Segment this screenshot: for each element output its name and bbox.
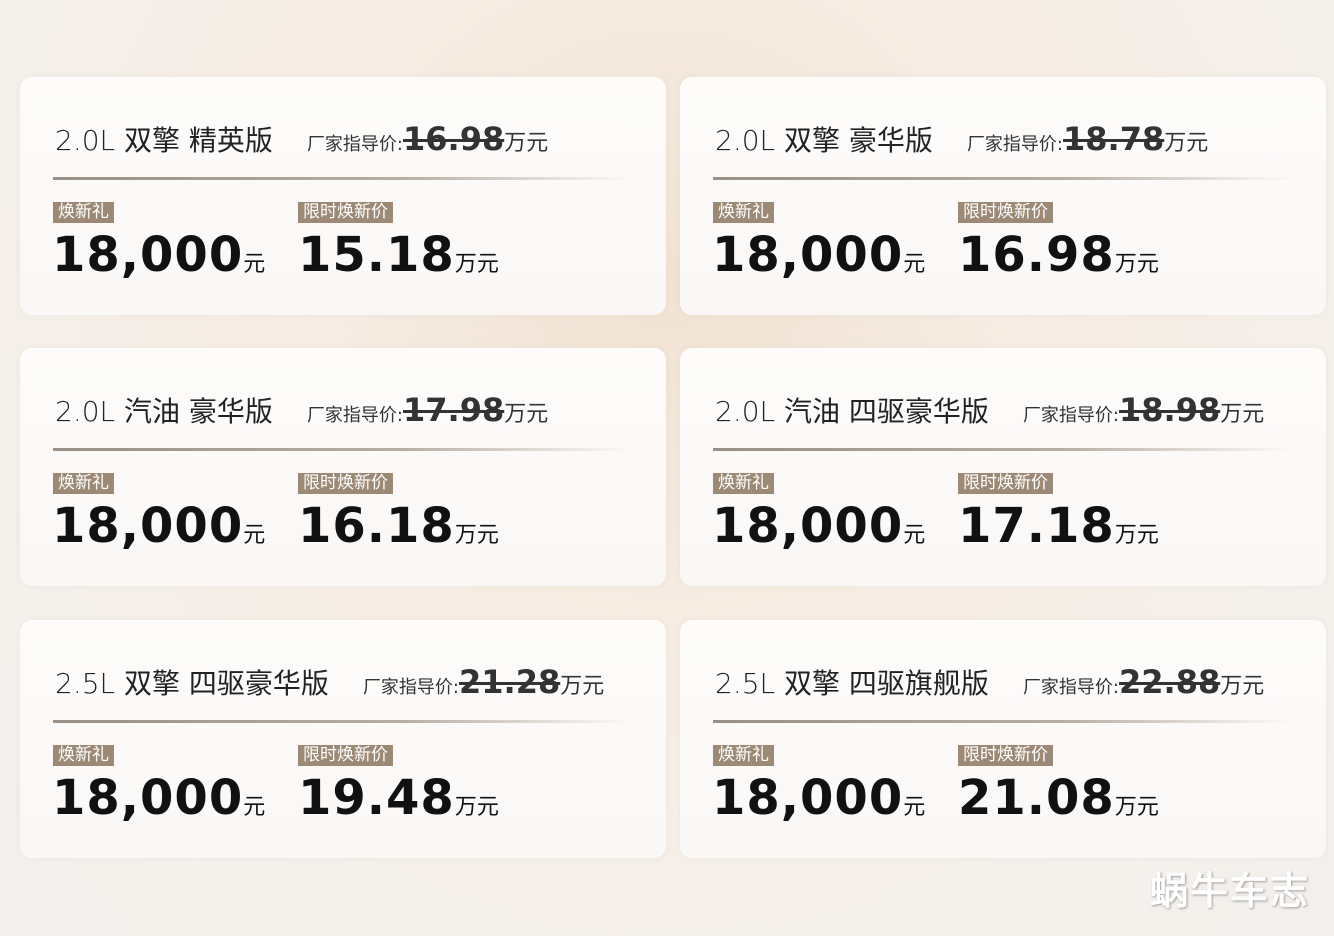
limited-price-value: 15.18: [298, 227, 455, 283]
msrp-label: 厂家指导价:: [306, 134, 404, 155]
gift-badge: 焕新礼: [53, 473, 114, 494]
limited-price-unit: 万元: [1114, 252, 1159, 277]
msrp-unit: 万元: [560, 674, 605, 699]
limited-price-badge: 限时焕新价: [958, 745, 1053, 766]
limited-price-unit: 万元: [1114, 523, 1159, 548]
limited-price: 21.08万元: [958, 770, 1159, 826]
gift-unit: 元: [903, 795, 926, 820]
msrp-unit: 万元: [504, 402, 549, 427]
limited-price: 17.18万元: [958, 498, 1159, 554]
limited-price-badge: 限时焕新价: [298, 473, 393, 494]
msrp-label: 厂家指导价:: [966, 134, 1064, 155]
price-card: 2.5L 双擎 四驱旗舰版 厂家指导价: 22.88 万元 焕新礼 18,000…: [680, 620, 1326, 858]
limited-price: 19.48万元: [298, 770, 499, 826]
gift-amount: 18,000元: [712, 227, 925, 283]
gift-amount: 18,000元: [52, 770, 265, 826]
divider: [713, 177, 1293, 180]
msrp-unit: 万元: [1220, 402, 1265, 427]
limited-price-unit: 万元: [1114, 795, 1159, 820]
gift-badge: 焕新礼: [713, 745, 774, 766]
gift-amount: 18,000元: [52, 227, 265, 283]
msrp-label: 厂家指导价:: [1022, 677, 1120, 698]
gift-value: 18,000: [52, 498, 244, 554]
price-card: 2.5L 双擎 四驱豪华版 厂家指导价: 21.28 万元 焕新礼 18,000…: [20, 620, 666, 858]
card-header: 2.0L 汽油 豪华版 厂家指导价: 17.98 万元: [55, 390, 548, 430]
trim-title: 2.0L 汽油 豪华版: [55, 395, 273, 428]
limited-price-value: 21.08: [958, 770, 1115, 826]
gift-badge: 焕新礼: [53, 745, 114, 766]
divider: [713, 448, 1293, 451]
msrp-label: 厂家指导价:: [362, 677, 460, 698]
limited-price-value: 17.18: [958, 498, 1115, 554]
gift-unit: 元: [903, 523, 926, 548]
msrp-value: 17.98: [403, 391, 505, 429]
msrp-label: 厂家指导价:: [1022, 405, 1120, 426]
price-card: 2.0L 双擎 精英版 厂家指导价: 16.98 万元 焕新礼 18,000元 …: [20, 77, 666, 315]
divider: [53, 448, 633, 451]
gift-value: 18,000: [712, 770, 904, 826]
limited-price-value: 16.18: [298, 498, 455, 554]
msrp-label: 厂家指导价:: [306, 405, 404, 426]
gift-amount: 18,000元: [712, 770, 925, 826]
limited-price-unit: 万元: [454, 523, 499, 548]
price-card: 2.0L 双擎 豪华版 厂家指导价: 18.78 万元 焕新礼 18,000元 …: [680, 77, 1326, 315]
limited-price-badge: 限时焕新价: [958, 202, 1053, 223]
trim-title: 2.0L 汽油 四驱豪华版: [715, 395, 989, 428]
limited-price-badge: 限时焕新价: [958, 473, 1053, 494]
divider: [713, 720, 1293, 723]
limited-price: 16.98万元: [958, 227, 1159, 283]
gift-unit: 元: [903, 252, 926, 277]
gift-badge: 焕新礼: [713, 473, 774, 494]
limited-price-unit: 万元: [454, 252, 499, 277]
divider: [53, 177, 633, 180]
watermark-logo: 蜗牛车志: [1149, 869, 1310, 913]
trim-title: 2.0L 双擎 豪华版: [715, 124, 933, 157]
limited-price: 16.18万元: [298, 498, 499, 554]
card-header: 2.5L 双擎 四驱豪华版 厂家指导价: 21.28 万元: [55, 662, 604, 702]
gift-value: 18,000: [712, 498, 904, 554]
gift-value: 18,000: [52, 770, 244, 826]
gift-badge: 焕新礼: [713, 202, 774, 223]
card-header: 2.0L 双擎 精英版 厂家指导价: 16.98 万元: [55, 119, 548, 159]
gift-unit: 元: [243, 523, 266, 548]
gift-amount: 18,000元: [52, 498, 265, 554]
limited-price: 15.18万元: [298, 227, 499, 283]
gift-unit: 元: [243, 252, 266, 277]
gift-badge: 焕新礼: [53, 202, 114, 223]
trim-title: 2.0L 双擎 精英版: [55, 124, 273, 157]
card-header: 2.0L 双擎 豪华版 厂家指导价: 18.78 万元: [715, 119, 1208, 159]
limited-price-badge: 限时焕新价: [298, 202, 393, 223]
limited-price-badge: 限时焕新价: [298, 745, 393, 766]
limited-price-unit: 万元: [454, 795, 499, 820]
msrp-value: 21.28: [459, 663, 561, 701]
gift-amount: 18,000元: [712, 498, 925, 554]
msrp-unit: 万元: [504, 131, 549, 156]
card-header: 2.5L 双擎 四驱旗舰版 厂家指导价: 22.88 万元: [715, 662, 1264, 702]
msrp-value: 18.98: [1119, 391, 1221, 429]
limited-price-value: 16.98: [958, 227, 1115, 283]
msrp-unit: 万元: [1220, 674, 1265, 699]
msrp-value: 22.88: [1119, 663, 1221, 701]
msrp-value: 18.78: [1063, 120, 1165, 158]
limited-price-value: 19.48: [298, 770, 455, 826]
price-card: 2.0L 汽油 四驱豪华版 厂家指导价: 18.98 万元 焕新礼 18,000…: [680, 348, 1326, 586]
gift-value: 18,000: [712, 227, 904, 283]
trim-title: 2.5L 双擎 四驱旗舰版: [715, 667, 989, 700]
msrp-unit: 万元: [1164, 131, 1209, 156]
gift-unit: 元: [243, 795, 266, 820]
divider: [53, 720, 633, 723]
trim-title: 2.5L 双擎 四驱豪华版: [55, 667, 329, 700]
price-card: 2.0L 汽油 豪华版 厂家指导价: 17.98 万元 焕新礼 18,000元 …: [20, 348, 666, 586]
gift-value: 18,000: [52, 227, 244, 283]
msrp-value: 16.98: [403, 120, 505, 158]
card-header: 2.0L 汽油 四驱豪华版 厂家指导价: 18.98 万元: [715, 390, 1264, 430]
